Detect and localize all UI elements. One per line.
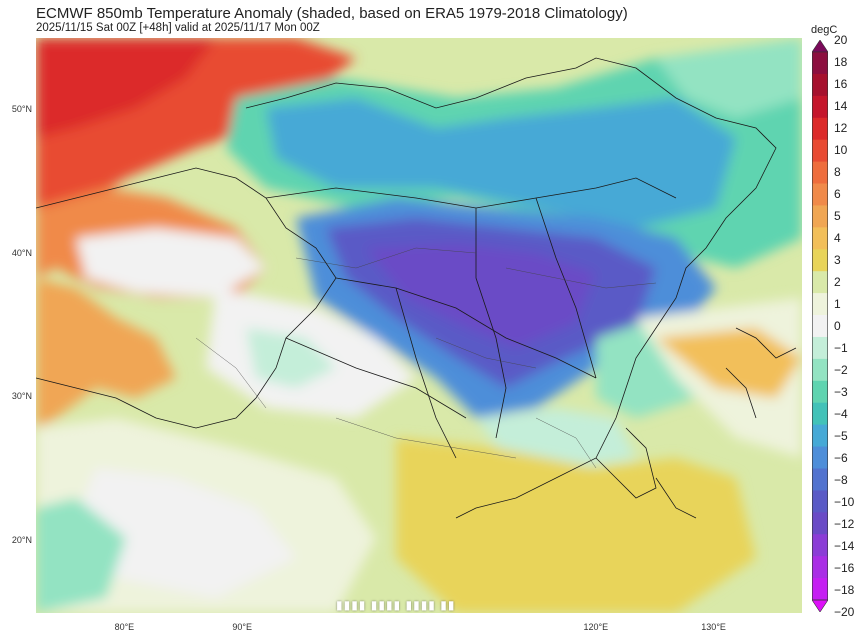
colorbar-tick-label: −10: [834, 495, 855, 509]
colorbar-tick-label: 12: [834, 121, 848, 135]
colorbar-segment: [812, 468, 828, 491]
colorbar-segment: [812, 161, 828, 185]
colorbar: [812, 40, 828, 612]
colorbar-segment: [812, 271, 828, 294]
longitude-label: 120°E: [583, 622, 609, 632]
colorbar-segment: [812, 380, 828, 404]
longitude-label: 80°E: [114, 622, 135, 632]
colorbar-segment: [812, 249, 828, 272]
colorbar-segment: [812, 117, 828, 141]
colorbar-tick-label: −14: [834, 539, 855, 553]
colorbar-tick-label: −6: [834, 451, 848, 465]
colorbar-segment: [812, 512, 828, 535]
colorbar-tick-label: −8: [834, 473, 848, 487]
colorbar-tick-label: 0: [834, 319, 841, 333]
colorbar-segment: [812, 402, 828, 426]
colorbar-tick-label: −12: [834, 517, 855, 531]
colorbar-segment: [812, 490, 828, 513]
colorbar-segment: [812, 293, 828, 316]
colorbar-tick-label: −1: [834, 341, 848, 355]
colorbar-tick-label: −18: [834, 583, 855, 597]
colorbar-segment: [812, 205, 828, 228]
colorbar-tick-label: 20: [834, 33, 848, 47]
latitude-label: 20°N: [11, 535, 32, 546]
colorbar-tick-label: −5: [834, 429, 848, 443]
colorbar-segment: [812, 424, 828, 448]
colorbar-tick-label: 3: [834, 253, 841, 267]
colorbar-segment: [812, 358, 828, 382]
colorbar-min-arrow: [812, 599, 828, 612]
latitude-label: 50°N: [11, 103, 32, 114]
colorbar-tick-label: 10: [834, 143, 848, 157]
colorbar-tick-label: 8: [834, 165, 841, 179]
watermark-text: ▮▮▮▮ ▮▮▮▮ ▮▮▮▮ ▮▮: [336, 598, 456, 612]
colorbar-segment: [812, 183, 828, 206]
temperature-anomaly-map: [36, 38, 802, 613]
map-canvas: [36, 38, 802, 613]
colorbar-segment: [812, 534, 828, 557]
colorbar-segment: [812, 95, 828, 119]
colorbar-tick-label: 2: [834, 275, 841, 289]
colorbar-segment: [812, 446, 828, 469]
colorbar-tick-label: 6: [834, 187, 841, 201]
colorbar-segment: [812, 578, 828, 601]
colorbar-tick-label: −20: [834, 605, 855, 619]
colorbar-svg: [812, 40, 828, 612]
colorbar-tick-label: 14: [834, 99, 848, 113]
colorbar-unit: degC: [811, 24, 838, 36]
colorbar-tick-label: −2: [834, 363, 848, 377]
map-subtitle: 2025/11/15 Sat 00Z [+48h] valid at 2025/…: [36, 22, 320, 34]
colorbar-tick-label: 1: [834, 297, 841, 311]
colorbar-segment: [812, 315, 828, 338]
colorbar-segment: [812, 139, 828, 163]
longitude-label: 130°E: [701, 622, 726, 632]
map-title: ECMWF 850mb Temperature Anomaly (shaded,…: [36, 5, 628, 22]
colorbar-segment: [812, 73, 828, 97]
colorbar-segment: [812, 556, 828, 579]
colorbar-tick-label: 18: [834, 55, 848, 69]
colorbar-outline: [812, 51, 828, 601]
colorbar-tick-label: −16: [834, 561, 855, 575]
colorbar-segment: [812, 227, 828, 250]
colorbar-segment: [812, 52, 828, 75]
latitude-label: 30°N: [11, 391, 32, 402]
latitude-label: 40°N: [11, 247, 32, 258]
colorbar-tick-label: −3: [834, 385, 848, 399]
colorbar-segment: [812, 336, 828, 360]
longitude-label: 90°E: [232, 622, 253, 632]
colorbar-tick-label: 16: [834, 77, 848, 91]
colorbar-tick-label: 5: [834, 209, 841, 223]
colorbar-max-arrow: [812, 40, 828, 53]
colorbar-tick-label: 4: [834, 231, 841, 245]
colorbar-tick-label: −4: [834, 407, 848, 421]
